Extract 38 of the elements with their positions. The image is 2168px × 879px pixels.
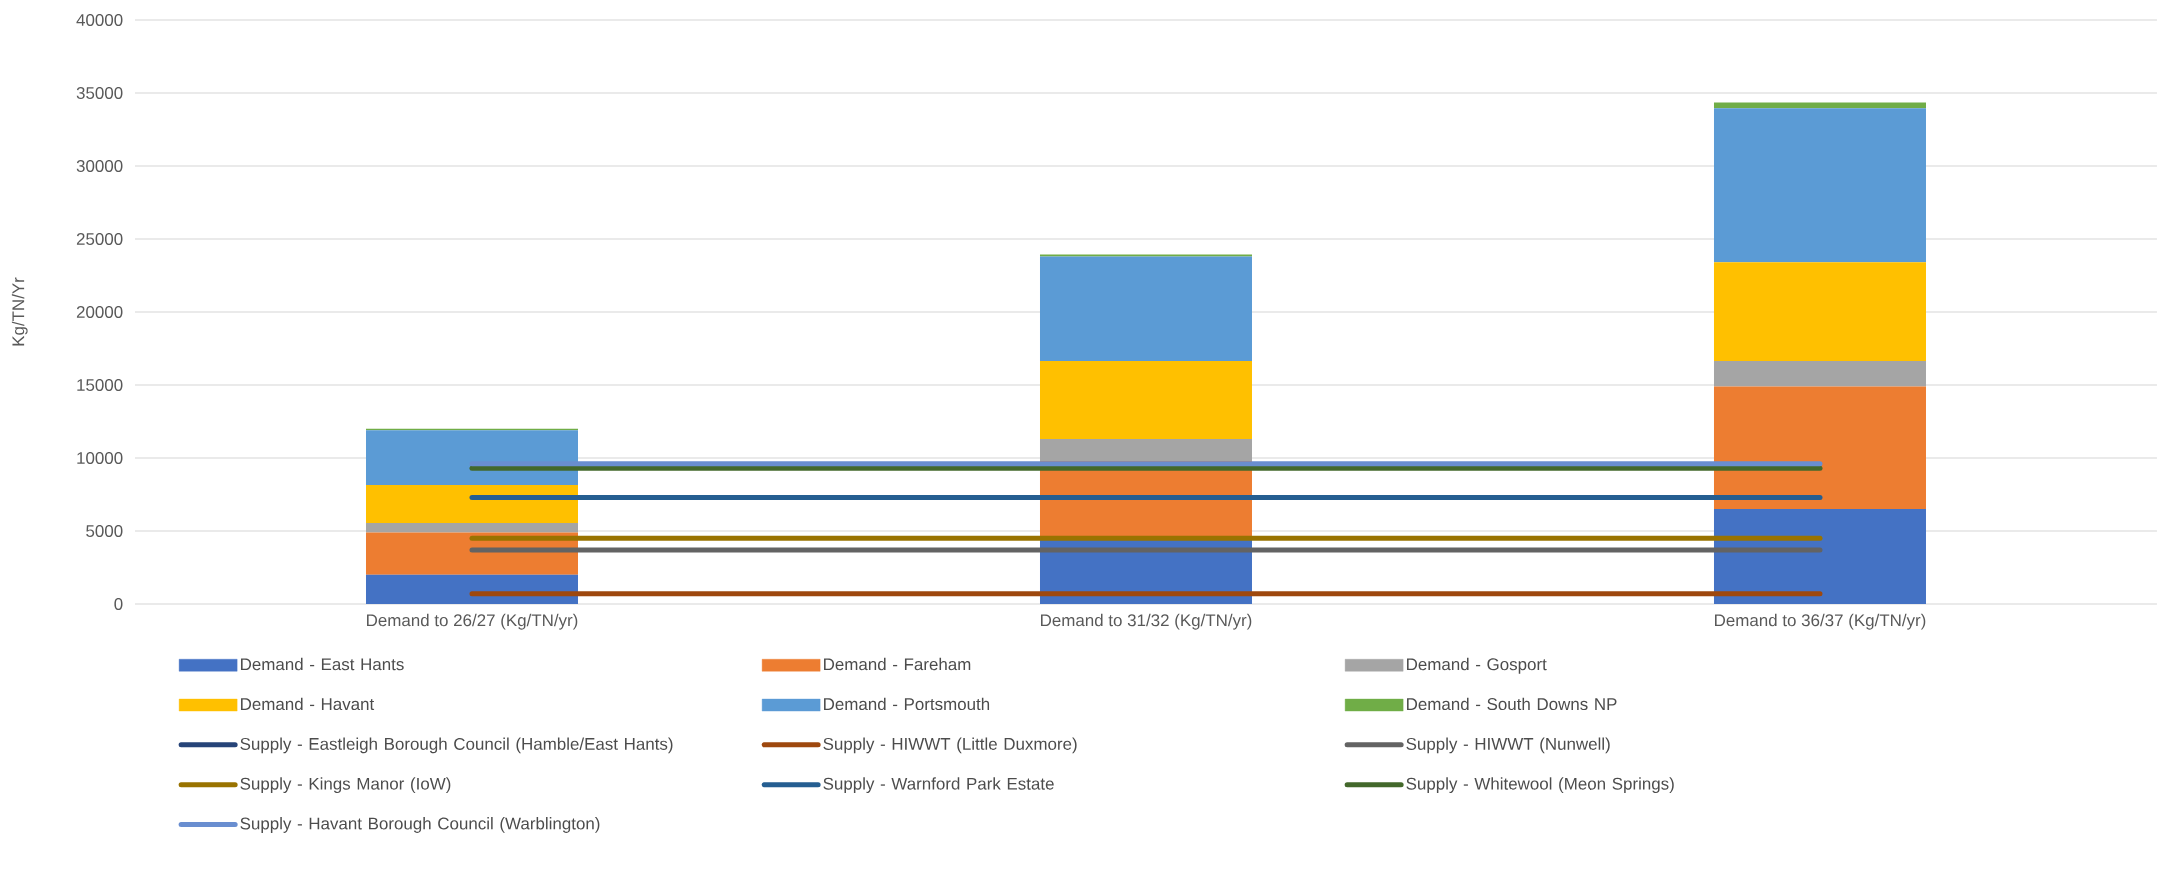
x-tick-label: Demand to 36/37 (Kg/TN/yr) bbox=[1715, 613, 1926, 630]
bar bbox=[1713, 509, 1926, 604]
bar bbox=[1713, 360, 1926, 387]
y-tick-label: 20000 bbox=[76, 306, 123, 318]
legend-label: Demand - South Downs NP bbox=[1407, 697, 1617, 711]
y-tick-label: 35000 bbox=[76, 87, 123, 99]
y-tick-label: 30000 bbox=[76, 160, 123, 172]
legend-label: Supply - Eastleigh Borough Council (Hamble/East Hants) bbox=[240, 737, 673, 754]
y-axis-title: Kg/TN/Yr bbox=[11, 277, 28, 346]
bar bbox=[1039, 360, 1252, 440]
y-tick-label: 25000 bbox=[76, 233, 123, 245]
legend-label: Supply - HIWWT (Nunwell) bbox=[1406, 737, 1610, 754]
y-tick-label: 40000 bbox=[76, 14, 123, 26]
y-tick-label: 15000 bbox=[77, 379, 123, 391]
bar bbox=[366, 574, 578, 604]
legend-label: Demand - Portsmouth bbox=[824, 697, 990, 711]
bar bbox=[1713, 262, 1926, 361]
legend-label: Supply - HIWWT (Little Duxmore) bbox=[823, 737, 1077, 754]
bar bbox=[366, 485, 578, 523]
bar bbox=[1713, 102, 1926, 109]
y-tick-label: 5000 bbox=[86, 525, 123, 537]
bar bbox=[1713, 386, 1926, 510]
legend-label: Demand - East Hants bbox=[241, 657, 404, 671]
bar bbox=[1039, 256, 1252, 361]
legend-label: Demand - Gosport bbox=[1407, 657, 1547, 674]
legend-label: Demand - Havant bbox=[241, 697, 375, 711]
x-tick-label: Demand to 26/27 (Kg/TN/yr) bbox=[367, 613, 578, 630]
legend-label: Supply - Kings Manor (IoW) bbox=[240, 777, 451, 794]
bar bbox=[366, 522, 578, 533]
legend-label: Supply - Havant Borough Council (Warblington) bbox=[240, 817, 600, 833]
y-tick-label: 10000 bbox=[77, 452, 123, 464]
x-tick-label: Demand to 31/32 (Kg/TN/yr) bbox=[1041, 613, 1252, 630]
bar bbox=[1713, 108, 1926, 263]
bar bbox=[1039, 439, 1252, 461]
legend-label: Supply - Warnford Park Estate bbox=[823, 777, 1054, 794]
legend-label: Demand - Fareham bbox=[824, 657, 971, 671]
y-tick-label: 0 bbox=[114, 598, 123, 610]
legend-label: Supply - Whitewool (Meon Springs) bbox=[1406, 777, 1674, 794]
